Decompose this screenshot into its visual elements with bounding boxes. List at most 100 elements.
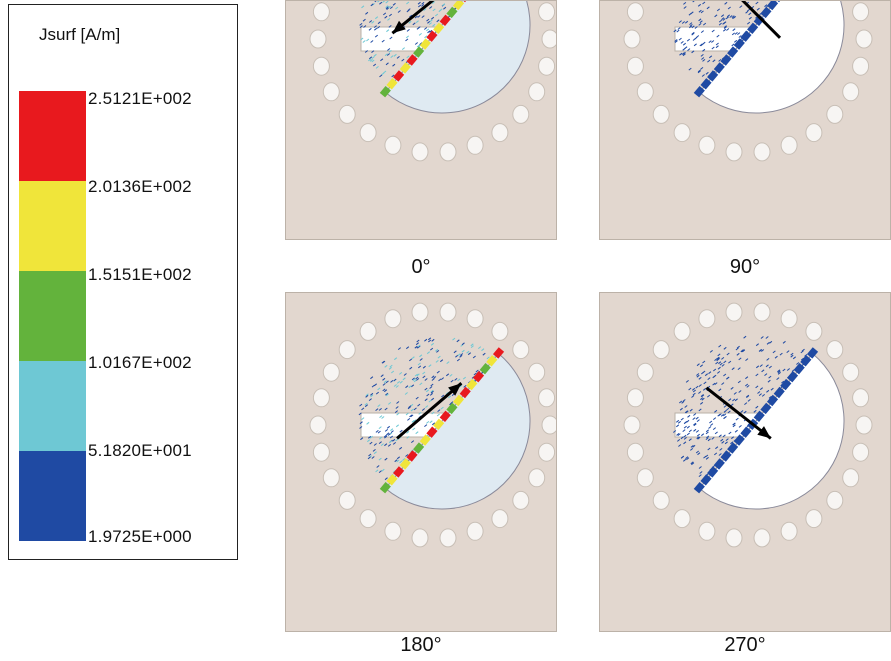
hole	[726, 303, 742, 321]
hole	[827, 491, 843, 509]
hole	[467, 522, 483, 540]
hole	[653, 491, 669, 509]
hole	[624, 30, 640, 48]
panel-180-graphic	[286, 293, 557, 632]
hole	[492, 322, 508, 340]
hole	[467, 136, 483, 154]
hole	[385, 310, 401, 328]
hole	[539, 443, 555, 461]
hole	[754, 143, 770, 161]
hole	[843, 83, 859, 101]
panel-270-deg	[599, 292, 891, 632]
hole	[542, 416, 557, 434]
hole	[323, 363, 339, 381]
hole	[853, 57, 869, 75]
hole	[310, 416, 326, 434]
angle-label-270: 270°	[609, 634, 881, 657]
hole	[781, 522, 797, 540]
hole	[385, 522, 401, 540]
legend-title: Jsurf [A/m]	[39, 25, 120, 45]
hole	[412, 529, 428, 547]
angle-label-0: 0°	[285, 256, 557, 279]
hole	[624, 416, 640, 434]
hole	[467, 310, 483, 328]
hole	[781, 136, 797, 154]
hole	[539, 389, 555, 407]
hole	[627, 389, 643, 407]
hole	[360, 322, 376, 340]
hole	[412, 303, 428, 321]
hole	[412, 143, 428, 161]
legend-tick-6: 1.9725E+000	[88, 527, 192, 547]
hole	[637, 363, 653, 381]
hole	[310, 30, 326, 48]
legend-band-blue	[19, 451, 86, 541]
hole	[806, 322, 822, 340]
hole	[781, 310, 797, 328]
angle-label-180: 180°	[285, 634, 557, 657]
hole	[806, 510, 822, 528]
hole	[542, 30, 557, 48]
hole	[323, 83, 339, 101]
panel-0-deg	[285, 0, 557, 240]
panel-90-graphic	[600, 1, 891, 240]
hole	[674, 510, 690, 528]
hole	[853, 389, 869, 407]
hole	[513, 105, 529, 123]
angle-label-90: 90°	[609, 256, 881, 279]
legend-band-yellow	[19, 181, 86, 271]
hole	[843, 363, 859, 381]
hole	[674, 322, 690, 340]
hole	[385, 136, 401, 154]
hole	[806, 124, 822, 142]
legend-tick-5: 5.1820E+001	[88, 441, 192, 461]
hole	[653, 341, 669, 359]
hole	[699, 310, 715, 328]
hole	[856, 30, 872, 48]
lobe-shape	[699, 1, 844, 113]
hole	[313, 443, 329, 461]
hole	[339, 491, 355, 509]
hole	[674, 124, 690, 142]
hole	[513, 341, 529, 359]
hole	[827, 105, 843, 123]
current-lobe	[674, 1, 844, 113]
hole	[699, 522, 715, 540]
hole	[627, 443, 643, 461]
legend-band-green	[19, 271, 86, 361]
hole	[529, 363, 545, 381]
legend-tick-4: 1.0167E+002	[88, 353, 192, 373]
hole	[627, 3, 643, 21]
hole	[492, 510, 508, 528]
hole	[440, 529, 456, 547]
hole	[754, 529, 770, 547]
hole	[440, 303, 456, 321]
hole	[360, 510, 376, 528]
legend-band-cyan	[19, 361, 86, 451]
hole	[843, 469, 859, 487]
legend-band-red	[19, 91, 86, 181]
legend-tick-1: 2.5121E+002	[88, 89, 192, 109]
hole	[360, 124, 376, 142]
current-lobe	[360, 1, 530, 113]
hole	[513, 491, 529, 509]
panel-270-graphic	[600, 293, 891, 632]
hole	[440, 143, 456, 161]
hole	[339, 341, 355, 359]
hole	[313, 57, 329, 75]
hole	[529, 83, 545, 101]
hole	[853, 3, 869, 21]
hole	[754, 303, 770, 321]
hole	[529, 469, 545, 487]
hole	[699, 136, 715, 154]
hole	[653, 105, 669, 123]
hole	[492, 124, 508, 142]
legend-tick-3: 1.5151E+002	[88, 265, 192, 285]
legend-tick-2: 2.0136E+002	[88, 177, 192, 197]
panel-180-deg	[285, 292, 557, 632]
hole	[539, 3, 555, 21]
hole	[323, 469, 339, 487]
hole	[539, 57, 555, 75]
hole	[856, 416, 872, 434]
hole	[637, 83, 653, 101]
